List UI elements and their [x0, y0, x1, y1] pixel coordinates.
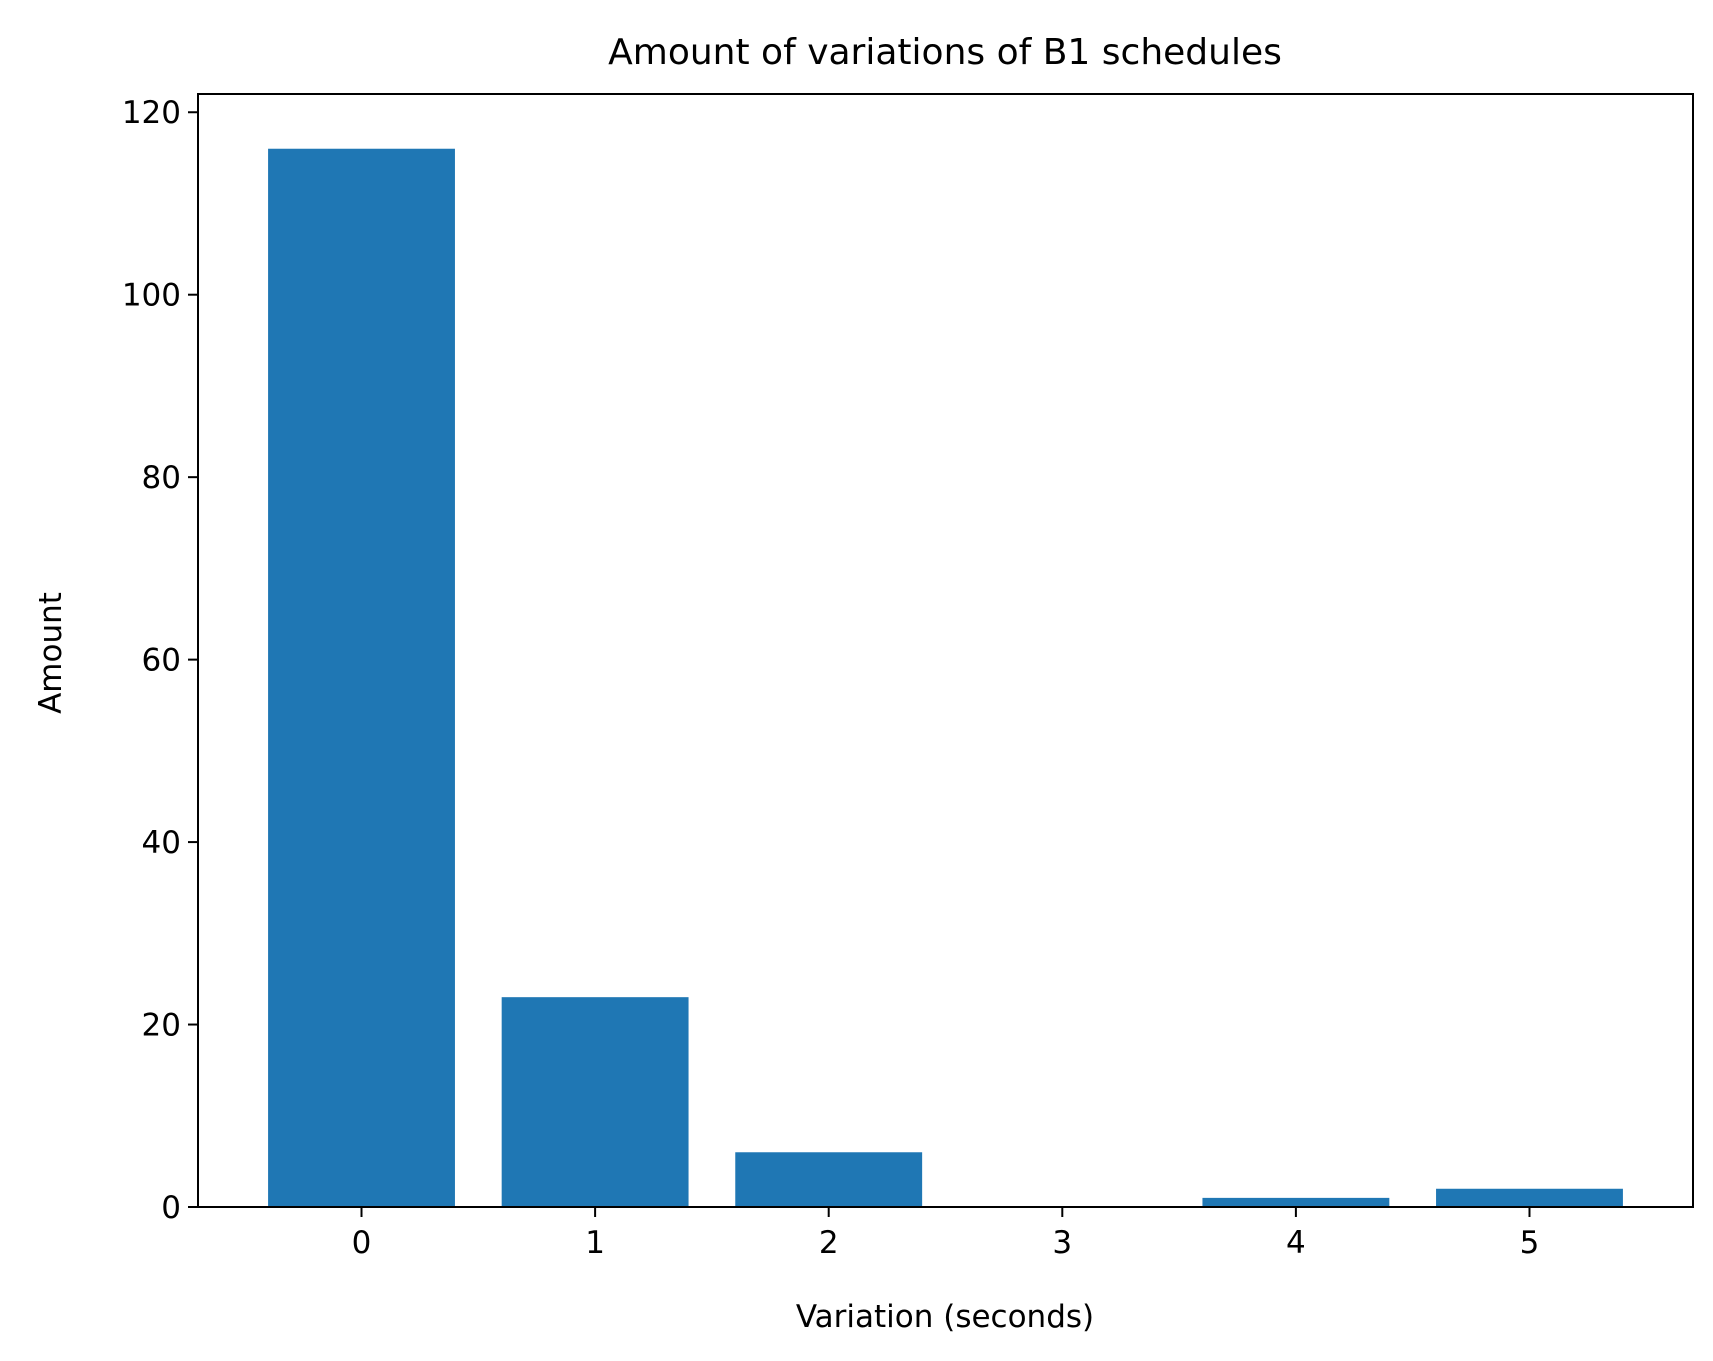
x-tick-label-1: 1: [585, 1225, 605, 1261]
y-tick-label-40: 40: [142, 825, 181, 861]
y-axis-label: Amount: [33, 592, 69, 714]
chart-title: Amount of variations of B1 schedules: [608, 32, 1282, 73]
y-tick-label-60: 60: [142, 643, 181, 679]
x-tick-label-2: 2: [819, 1225, 839, 1261]
bar-1: [501, 997, 689, 1207]
bars-layer: [268, 148, 1623, 1208]
y-tick-label-20: 20: [142, 1008, 181, 1044]
x-tick-label-3: 3: [1052, 1225, 1072, 1261]
y-tick-label-100: 100: [122, 278, 181, 314]
y-tick-label-120: 120: [122, 95, 181, 131]
axes-layer: 0 1 2 3 4 5 0 20 40 60 80 100 120: [122, 93, 1694, 1261]
bar-2: [735, 1152, 923, 1207]
y-tick-label-80: 80: [142, 460, 181, 496]
bar-4: [1202, 1197, 1390, 1207]
x-tick-label-5: 5: [1520, 1225, 1540, 1261]
y-tick-label-0: 0: [161, 1190, 181, 1226]
plot-frame: [197, 93, 1694, 1208]
bar-0: [268, 148, 455, 1208]
x-tick-label-4: 4: [1286, 1225, 1306, 1261]
x-axis-label: Variation (seconds): [796, 1299, 1094, 1335]
bar-5: [1436, 1188, 1623, 1207]
x-tick-label-0: 0: [352, 1225, 372, 1261]
